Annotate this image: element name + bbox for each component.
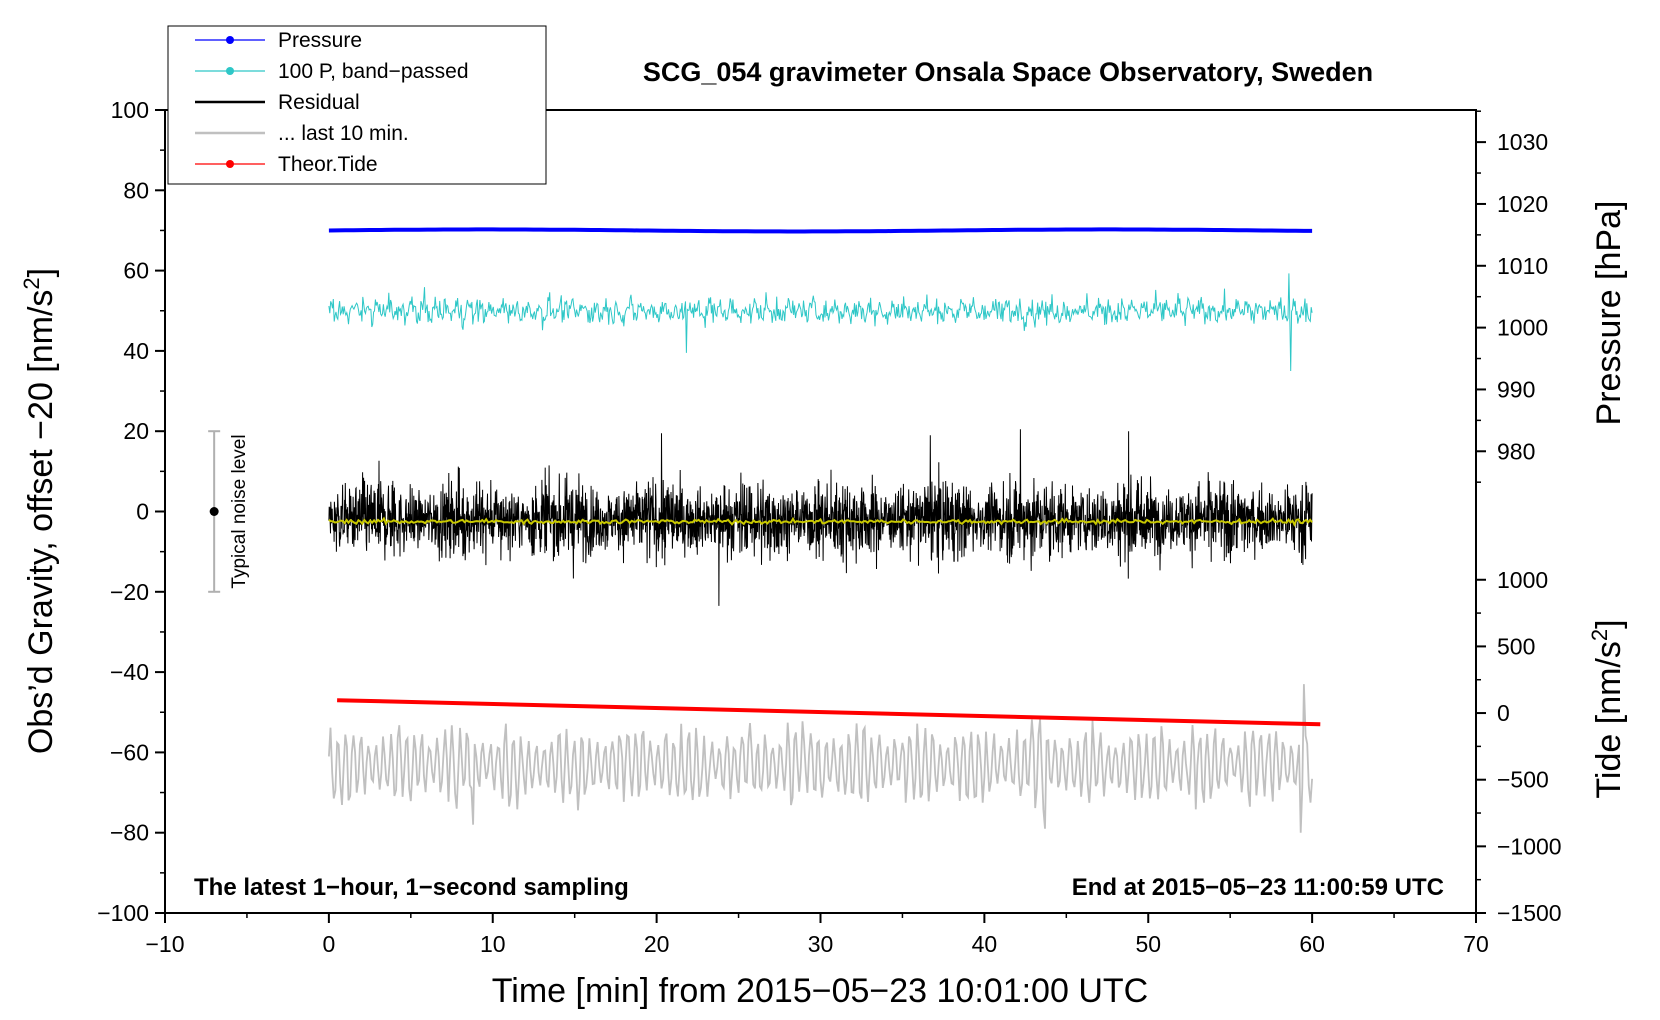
- y-tick-label: 80: [123, 177, 149, 203]
- x-axis: −10 0 10 20 30 40 50 60 70: [145, 913, 1489, 957]
- y-tick-label: −80: [110, 820, 149, 846]
- y-tick-label: −40: [110, 659, 149, 685]
- tide-tick-label: −1500: [1497, 900, 1562, 926]
- pressure-tick-label: 1010: [1497, 253, 1548, 279]
- pressure-line: [328, 227, 1313, 234]
- x-tick-label: 20: [644, 931, 670, 957]
- pressure-tick-label: 1020: [1497, 191, 1548, 217]
- pressure-tick-label: 980: [1497, 438, 1535, 464]
- legend-marker: [226, 36, 234, 44]
- x-tick-label: 70: [1463, 931, 1489, 957]
- legend-marker: [226, 67, 234, 75]
- last-10-min-line: [328, 684, 1313, 833]
- y-axis-left-title-main: Obs’d Gravity, offset −20 [nm/s: [22, 290, 60, 755]
- x-tick-label: 10: [480, 931, 506, 957]
- y-axis-left-title: Obs’d Gravity, offset −20 [nm/s2]: [19, 268, 60, 754]
- y-tick-label: 0: [136, 499, 149, 525]
- y-tick-label: −60: [110, 739, 149, 765]
- y-axis-right-pressure-title: Pressure [hPa]: [1590, 201, 1628, 426]
- legend-marker: [226, 160, 234, 168]
- tide-tick-label: 500: [1497, 633, 1535, 659]
- legend-label: 100 P, band−passed: [278, 60, 469, 83]
- x-tick-label: 0: [322, 931, 335, 957]
- band-passed-line: [328, 273, 1313, 372]
- y-axis-right-pressure: 1030 1020 1010 1000 990 980: [1476, 110, 1548, 483]
- sampling-note: The latest 1−hour, 1−second sampling: [194, 874, 629, 901]
- legend-box: [167, 25, 547, 185]
- x-tick-label: 50: [1135, 931, 1161, 957]
- y-axis-right-tide: 1000 500 0 −500 −1000 −1500: [1476, 567, 1562, 926]
- residual-smoothed-line: [328, 516, 1313, 527]
- tide-tick-label: −1000: [1497, 833, 1562, 859]
- legend-label: Pressure: [278, 29, 362, 52]
- legend-label: Theor.Tide: [278, 153, 378, 176]
- pressure-tick-label: 1000: [1497, 315, 1548, 341]
- y-axis-left-title-end: ]: [22, 268, 60, 277]
- legend: Pressure 100 P, band−passed Residual ... la…: [167, 25, 547, 185]
- x-axis-title: Time [min] from 2015−05−23 10:01:00 UTC: [492, 972, 1148, 1010]
- y-tick-label: −20: [110, 579, 149, 605]
- tide-tick-label: 1000: [1497, 567, 1548, 593]
- y-axis-left-title-sup: 2: [19, 277, 44, 289]
- y-tick-label: −100: [97, 900, 149, 926]
- pressure-tick-label: 1030: [1497, 129, 1548, 155]
- legend-label: ... last 10 min.: [278, 122, 409, 145]
- noise-level-errorbar: Typical noise level: [208, 430, 250, 593]
- residual-line: [328, 429, 1313, 606]
- legend-label: Residual: [278, 91, 360, 114]
- y-axis-right-tide-title: Tide [nm/s2]: [1587, 619, 1628, 798]
- pressure-tick-label: 990: [1497, 376, 1535, 402]
- noise-level-center: [209, 507, 219, 516]
- noise-level-label: Typical noise level: [229, 434, 250, 588]
- y-axis-right-tide-title-sup: 2: [1587, 629, 1612, 641]
- chart-title: SCG_054 gravimeter Onsala Space Observat…: [643, 57, 1373, 87]
- y-tick-label: 60: [123, 258, 149, 284]
- y-tick-label: 40: [123, 338, 149, 364]
- y-tick-label: 20: [123, 418, 149, 444]
- tide-line: [337, 698, 1321, 727]
- series-layer: [328, 227, 1321, 833]
- y-axis-right-tide-title-main: Tide [nm/s: [1590, 641, 1628, 798]
- y-axis-right-tide-title-end: ]: [1590, 619, 1628, 628]
- y-axis-left: 100 80 60 40 20 0 −20 −40 −60 −80 −100: [97, 97, 165, 926]
- x-tick-label: 30: [808, 931, 834, 957]
- y-tick-label: 100: [111, 97, 149, 123]
- tide-tick-label: −500: [1497, 767, 1549, 793]
- end-time-note: End at 2015−05−23 11:00:59 UTC: [1072, 874, 1444, 901]
- x-tick-label: 40: [972, 931, 998, 957]
- tide-tick-label: 0: [1497, 700, 1510, 726]
- x-tick-label: −10: [145, 931, 184, 957]
- x-tick-label: 60: [1299, 931, 1325, 957]
